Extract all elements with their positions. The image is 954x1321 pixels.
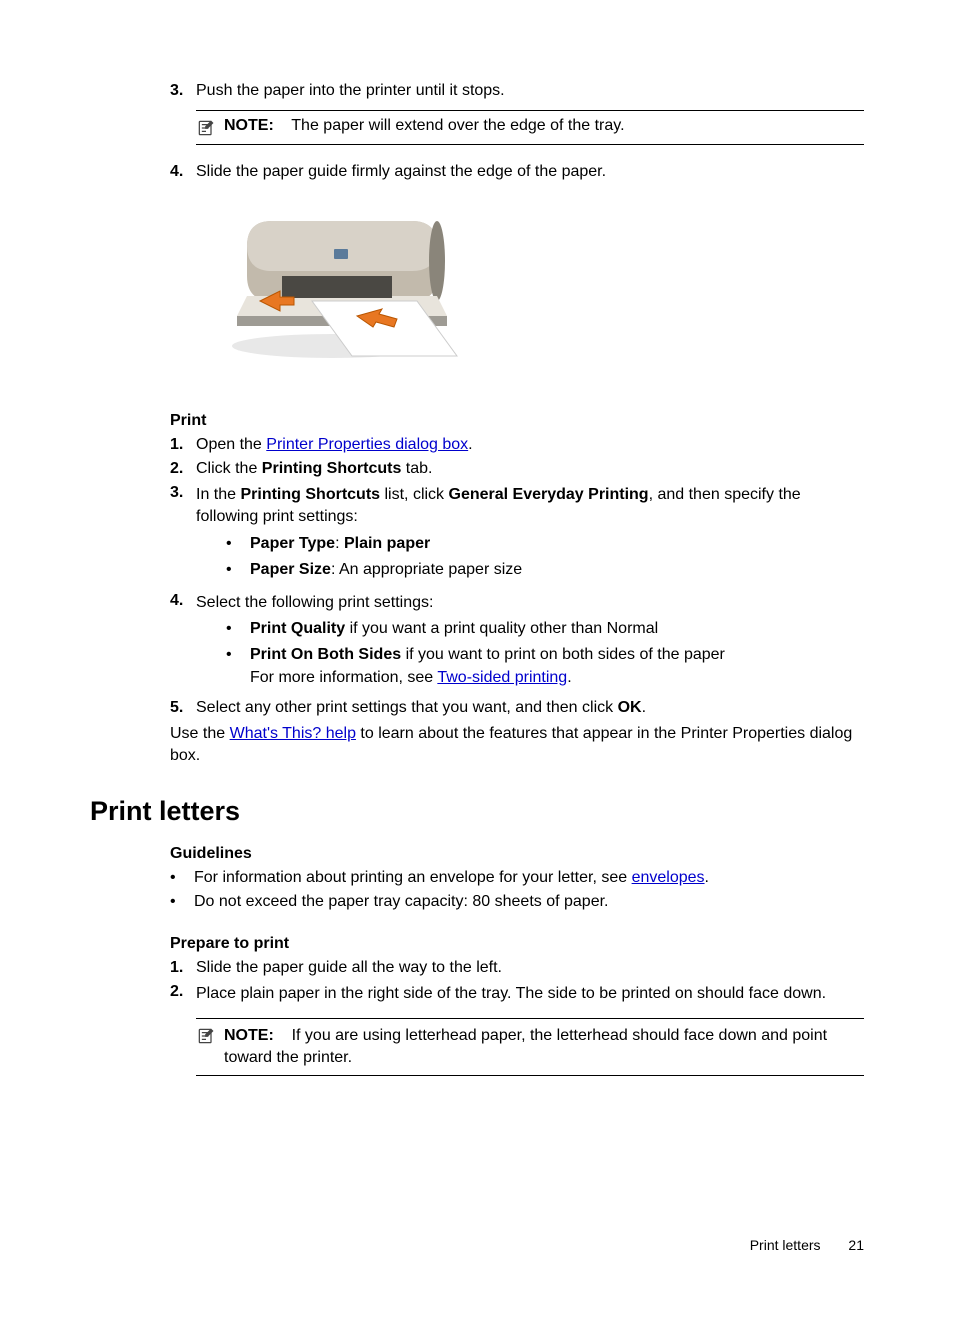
sub-settings-list: • Print Quality if you want a print qual… [226,618,864,689]
step-item: 3. In the Printing Shortcuts list, click… [170,484,864,586]
step-item: 1. Slide the paper guide all the way to … [170,959,864,977]
step-text: Select the following print settings: [196,594,433,611]
note-label: NOTE: [224,117,274,134]
text-pre: Select any other print settings that you… [196,699,618,716]
whats-this-help-link[interactable]: What's This? help [230,725,356,742]
step-item: 5. Select any other print settings that … [170,699,864,717]
setting-label: Paper Type [250,535,335,552]
bullet-icon: • [226,618,250,640]
bullet-icon: • [170,893,194,911]
note-box: NOTE: The paper will extend over the edg… [196,110,864,145]
setting-label: Paper Size [250,561,331,578]
envelopes-link[interactable]: envelopes [632,869,705,886]
setting-value: An appropriate paper size [339,561,522,578]
note-content: The paper will extend over the edge of t… [291,117,624,134]
sep: : [331,561,339,578]
step-number: 2. [170,460,196,478]
step-number: 3. [170,82,196,100]
two-sided-printing-link[interactable]: Two-sided printing [437,669,567,686]
list-item: • Print On Both Sides if you want to pri… [226,644,864,689]
step-item: 2. Place plain paper in the right side o… [170,983,864,1086]
print-letters-heading: Print letters [90,796,864,827]
step-item: 3. Push the paper into the printer until… [170,82,864,155]
g-pre: For information about printing an envelo… [194,869,632,886]
note-icon [196,118,216,138]
text-pre: In the [196,486,240,503]
step-text: Slide the paper guide firmly against the… [196,163,606,180]
text-bold: General Everyday Printing [449,486,649,503]
print-subheading: Print [170,412,864,430]
list-item: • Paper Type: Plain paper [226,533,864,555]
g-text: Do not exceed the paper tray capacity: 8… [194,893,608,910]
step-number: 5. [170,699,196,717]
note-icon [196,1026,216,1046]
step-number: 1. [170,436,196,454]
after-para: Use the What's This? help to learn about… [170,723,864,766]
after-pre: Use the [170,725,230,742]
list-item: • Paper Size: An appropriate paper size [226,559,864,581]
sep: : [335,535,344,552]
text-post: tab. [401,460,432,477]
step-text: Slide the paper guide all the way to the… [196,959,502,976]
prepare-subheading: Prepare to print [170,935,864,953]
step-item: 1. Open the Printer Properties dialog bo… [170,436,864,454]
guidelines-subheading: Guidelines [170,845,864,863]
text-post: . [642,699,646,716]
text-mid: list, click [380,486,448,503]
step-number: 2. [170,983,196,1001]
note-content: If you are using letterhead paper, the l… [224,1027,827,1066]
steps-list-top: 3. Push the paper into the printer until… [170,82,864,396]
bullet-icon: • [226,559,250,581]
step-item: 4. Select the following print settings: … [170,592,864,694]
page-footer: Print letters 21 [750,1237,864,1253]
step-text: Push the paper into the printer until it… [196,82,505,99]
print-steps: 1. Open the Printer Properties dialog bo… [170,436,864,717]
step-text-pre: Open the [196,436,266,453]
step-number: 1. [170,959,196,977]
sub-settings-list: • Paper Type: Plain paper • Paper Size: … [226,533,864,582]
text-bold: Printing Shortcuts [240,486,380,503]
step-item: 4. Slide the paper guide firmly against … [170,163,864,396]
text-bold: OK [618,699,642,716]
setting-bold: Print On Both Sides [250,646,401,663]
list-item: • Do not exceed the paper tray capacity:… [170,893,864,911]
line2-pre: For more information, see [250,669,437,686]
printer-illustration [222,201,864,376]
text-pre: Click the [196,460,262,477]
note-label: NOTE: [224,1027,274,1044]
footer-page-number: 21 [848,1237,864,1253]
list-item: • Print Quality if you want a print qual… [226,618,864,640]
step-item: 2. Click the Printing Shortcuts tab. [170,460,864,478]
line2-post: . [567,669,571,686]
step-number: 4. [170,592,196,610]
step-number: 3. [170,484,196,502]
bullet-icon: • [226,644,250,666]
step-text: Place plain paper in the right side of t… [196,985,826,1002]
bullet-icon: • [226,533,250,555]
note-box: NOTE: If you are using letterhead paper,… [196,1018,864,1077]
setting-bold: Print Quality [250,620,345,637]
text-bold: Printing Shortcuts [262,460,402,477]
list-item: • For information about printing an enve… [170,869,864,887]
guidelines-list: • For information about printing an enve… [170,869,864,911]
printer-properties-link[interactable]: Printer Properties dialog box [266,436,468,453]
setting-rest: if you want to print on both sides of th… [401,646,725,663]
setting-value: Plain paper [344,535,430,552]
prepare-steps: 1. Slide the paper guide all the way to … [170,959,864,1086]
footer-title: Print letters [750,1237,821,1253]
setting-rest: if you want a print quality other than N… [345,620,658,637]
step-text-post: . [468,436,472,453]
step-number: 4. [170,163,196,181]
g-post: . [705,869,709,886]
bullet-icon: • [170,869,194,887]
